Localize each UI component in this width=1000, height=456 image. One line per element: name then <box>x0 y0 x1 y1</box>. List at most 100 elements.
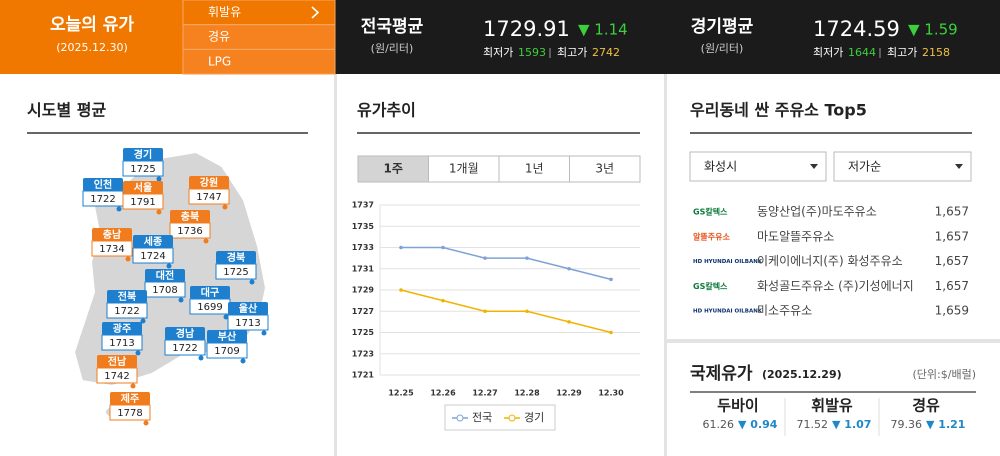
region-name: 세종 <box>144 235 162 248</box>
station-name: 미소주유소 <box>757 304 812 318</box>
intl-change: ▼ 1.07 <box>832 418 871 431</box>
region-badge-head <box>123 148 163 161</box>
data-point <box>525 309 529 314</box>
intl-price: 79.36 <box>891 418 923 431</box>
summary-price: 1729.91 <box>483 17 570 41</box>
data-point <box>567 266 571 271</box>
section-title: 유가추이 <box>357 101 416 120</box>
divider <box>334 74 337 456</box>
region-pin <box>130 383 136 389</box>
region-badge-head <box>133 235 173 248</box>
region-badge-head <box>207 330 247 343</box>
station-price: 1,657 <box>935 254 969 268</box>
station-price: 1,657 <box>935 279 969 293</box>
region-badge-body <box>132 247 174 264</box>
period-tab-label: 1개월 <box>449 162 479 176</box>
legend-label: 경기 <box>524 411 544 424</box>
summary-name: 전국평균 <box>361 17 424 37</box>
region-name: 전북 <box>118 290 136 303</box>
fuel-tab[interactable] <box>182 0 336 26</box>
region-name: 서울 <box>134 181 152 194</box>
region-badge-head <box>123 181 163 194</box>
y-tick-label: 1737 <box>352 201 374 210</box>
period-tab[interactable] <box>569 155 641 183</box>
region-price: 1747 <box>196 192 221 203</box>
data-point <box>441 245 445 250</box>
region-name: 경남 <box>176 327 195 340</box>
x-tick-label: 12.28 <box>514 389 540 398</box>
data-point <box>609 330 613 335</box>
region-price: 1736 <box>177 226 202 237</box>
region-badge-body <box>206 342 248 359</box>
period-tab[interactable] <box>357 155 429 183</box>
region-badge-head <box>189 176 229 189</box>
select-value: 저가순 <box>848 160 881 174</box>
region-badge-head <box>228 302 268 315</box>
region-badge-head <box>110 392 150 405</box>
divider <box>667 339 1000 343</box>
period-tab[interactable] <box>428 155 500 183</box>
region-price: 1709 <box>214 346 239 357</box>
data-point <box>483 256 487 260</box>
region-price: 1699 <box>197 302 222 313</box>
region-badge-body <box>91 240 133 257</box>
data-point <box>609 277 613 282</box>
intl-name: 휘발유 <box>811 397 853 415</box>
region-badge-body <box>122 193 164 210</box>
y-tick-label: 1727 <box>352 307 374 316</box>
region-pin <box>143 420 149 426</box>
region-badge-body <box>106 302 148 319</box>
select-box[interactable] <box>689 151 827 182</box>
intl-price: 61.26 <box>703 418 735 431</box>
station-name: 마도알뜰주유소 <box>757 229 834 243</box>
select-box[interactable] <box>833 151 972 182</box>
region-name: 경북 <box>227 251 245 264</box>
region-pin <box>116 206 122 212</box>
region-price: 1734 <box>99 244 124 255</box>
intl-name: 경유 <box>912 397 940 415</box>
region-pin <box>261 330 267 336</box>
summary-min: 1644 <box>848 46 876 59</box>
region-badge-head <box>190 286 230 299</box>
region-price: 1722 <box>114 306 139 317</box>
y-tick-label: 1729 <box>352 286 375 295</box>
section-title: 우리동네 싼 주유소 Top5 <box>690 101 867 120</box>
tab-chevron <box>311 6 320 19</box>
y-tick-label: 1723 <box>352 349 374 358</box>
station-name: 화성골드주유소 (주)기성에너지 <box>757 279 914 293</box>
fuel-tab[interactable] <box>182 48 336 75</box>
intl-date: (2025.12.29) <box>762 368 842 381</box>
region-name: 부산 <box>218 330 237 343</box>
region-badge-body <box>96 367 138 384</box>
summary-unit: (원/리터) <box>371 42 414 55</box>
region-badge-head <box>92 228 132 241</box>
header-title: 오늘의 유가 <box>50 15 134 35</box>
x-tick-label: 12.30 <box>598 389 624 398</box>
select-caret <box>955 164 963 169</box>
x-tick-label: 12.29 <box>556 389 582 398</box>
intl-name: 두바이 <box>717 397 758 415</box>
station-price: 1,657 <box>935 229 969 243</box>
region-badge-body <box>164 339 206 356</box>
station-name: 이케이에너지(주) 화성주유소 <box>757 254 903 268</box>
region-pin <box>156 209 162 215</box>
summary-max-label: 최고가 <box>887 46 917 59</box>
divider <box>664 74 667 456</box>
region-price: 1722 <box>90 194 115 205</box>
station-price: 1,657 <box>935 205 969 219</box>
region-name: 대전 <box>156 269 174 282</box>
region-price: 1778 <box>117 408 142 419</box>
region-pin <box>203 238 209 244</box>
summary-max-label: 최고가 <box>557 46 587 59</box>
y-tick-label: 1731 <box>352 264 375 273</box>
region-pin <box>125 256 131 262</box>
period-tab[interactable] <box>498 155 570 183</box>
series-line <box>400 289 612 334</box>
period-tab-label: 1주 <box>384 162 403 176</box>
region-badge-body <box>215 263 257 280</box>
region-name: 광주 <box>113 323 131 335</box>
station-brand: 알뜰주유소 <box>693 231 730 241</box>
fuel-tab[interactable] <box>182 24 336 50</box>
summary-min-label: 최저가 <box>483 46 513 59</box>
